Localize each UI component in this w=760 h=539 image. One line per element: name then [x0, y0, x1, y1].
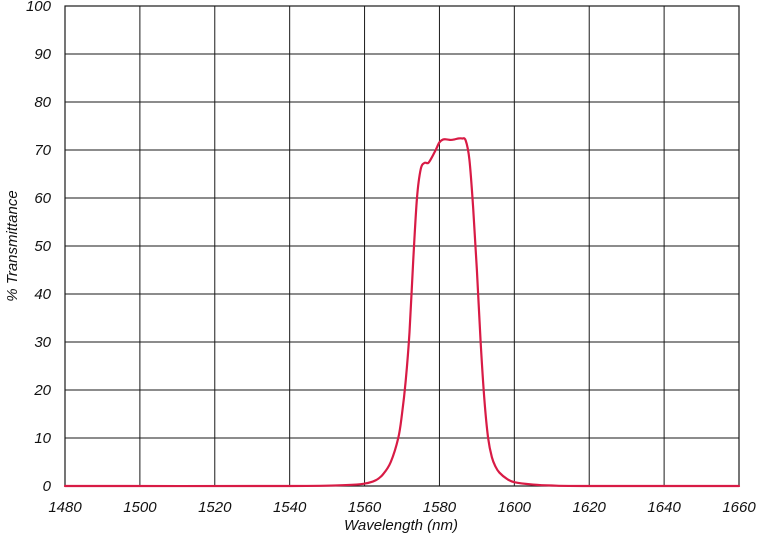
y-tick-label: 90 [34, 46, 51, 63]
y-tick-label: 10 [34, 430, 51, 447]
x-tick-label: 1600 [498, 499, 532, 516]
x-tick-label: 1640 [647, 499, 681, 516]
y-tick-label: 70 [34, 142, 51, 159]
y-tick-label: 20 [33, 382, 51, 399]
y-axis-title: % Transmittance [4, 190, 21, 301]
y-tick-label: 80 [34, 94, 51, 111]
x-tick-label: 1540 [273, 499, 307, 516]
transmittance-series-line [63, 137, 741, 488]
plot-frame [64, 5, 740, 487]
x-tick-label: 1500 [123, 499, 157, 516]
y-tick-label: 40 [34, 286, 51, 303]
x-tick-label: 1520 [198, 499, 232, 516]
x-tick-label: 1580 [423, 499, 457, 516]
y-tick-label: 50 [34, 238, 51, 255]
y-tick-label: 0 [43, 478, 52, 495]
series-layer [63, 137, 741, 488]
y-tick-label: 30 [34, 334, 51, 351]
x-tick-label: 1480 [48, 499, 82, 516]
y-tick-label: 60 [34, 190, 51, 207]
y-tick-label: 100 [26, 0, 52, 15]
x-tick-label: 1620 [573, 499, 607, 516]
x-tick-label: 1560 [348, 499, 382, 516]
x-tick-label: 1660 [722, 499, 756, 516]
x-axis-title: Wavelength (nm) [344, 517, 458, 534]
x-tick-labels: 1480 1500 1520 1540 1560 1580 1600 1620 1640 1660 [48, 499, 756, 516]
y-tick-labels: 0 10 20 30 40 50 60 70 80 90 100 [26, 0, 52, 495]
